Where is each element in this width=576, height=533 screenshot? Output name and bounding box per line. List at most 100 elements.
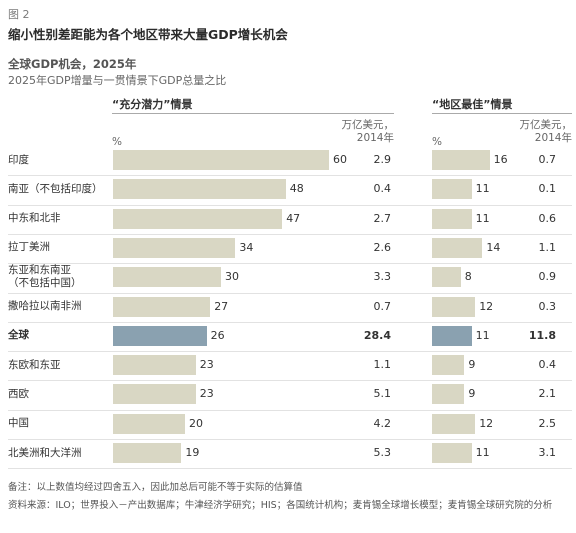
bar xyxy=(113,296,211,317)
trillion-usd-value: 0.1 xyxy=(538,182,557,196)
bar xyxy=(113,443,182,463)
bar-value-label: 27 xyxy=(214,299,229,313)
category-label: 东亚和东南亚 （不包括中国） xyxy=(8,264,82,290)
category-label: 东欧和东亚 xyxy=(8,358,61,371)
row-separator xyxy=(8,292,572,294)
bar xyxy=(432,384,465,405)
trillion-usd-value: 5.3 xyxy=(373,446,392,459)
bar-value-label: 47 xyxy=(286,211,301,225)
left-panel-header: “充分潜力”情景 xyxy=(112,98,193,111)
bar xyxy=(113,237,236,258)
category-label: 中东和北非 xyxy=(8,212,61,225)
bar-value-label: 16 xyxy=(493,153,508,166)
trillion-usd-value: 0.9 xyxy=(538,270,557,284)
bar xyxy=(432,267,461,288)
bar xyxy=(432,296,476,317)
bar-value-label: 12 xyxy=(479,299,494,313)
category-label: 北美洲和大洋洲 xyxy=(8,446,82,459)
bar-value-label: 12 xyxy=(479,416,494,430)
source-note: 资料来源：ILO；世界投入－产出数据库；牛津经济学研究；HIS；各国统计机构；麦… xyxy=(8,500,553,511)
trillion-usd-value: 2.9 xyxy=(373,153,392,166)
row-separator xyxy=(8,321,572,323)
bar xyxy=(432,179,472,200)
category-label: 西欧 xyxy=(8,387,29,400)
bar-value-label: 23 xyxy=(199,358,214,372)
right-panel-unit-value: 万亿美元， 2014年 xyxy=(519,119,573,144)
bar-value-label: 11 xyxy=(475,446,490,459)
row-separator xyxy=(8,351,572,353)
bar-value-label: 8 xyxy=(464,270,472,284)
bar-value-label: 20 xyxy=(189,416,203,430)
bar-value-label: 23 xyxy=(199,387,214,401)
bar xyxy=(113,179,286,200)
trillion-usd-value: 0.7 xyxy=(538,153,557,166)
chart-title: 缩小性别差距能为各个地区带来大量GDP增长机会 xyxy=(8,27,288,42)
bar xyxy=(432,443,472,463)
right-panel-unit-pct: % xyxy=(432,136,442,148)
right-panel-header: “地区最佳”情景 xyxy=(432,98,513,111)
row-separator xyxy=(8,233,572,235)
trillion-usd-value: 0.7 xyxy=(373,299,392,313)
trillion-usd-value: 1.1 xyxy=(538,240,557,254)
trillion-usd-value: 1.1 xyxy=(373,358,392,372)
trillion-usd-value: 2.6 xyxy=(373,240,392,254)
bar-value-label: 9 xyxy=(468,358,476,372)
row-separator xyxy=(8,468,572,470)
trillion-usd-value: 0.4 xyxy=(373,182,392,196)
trillion-usd-value: 0.4 xyxy=(538,358,557,372)
figure-label: 图 2 xyxy=(8,8,30,21)
trillion-usd-value: 2.5 xyxy=(538,416,557,430)
row-separator xyxy=(8,263,572,265)
category-label: 拉丁美洲 xyxy=(8,241,50,254)
bar xyxy=(432,355,465,376)
trillion-usd-value: 3.3 xyxy=(373,270,392,284)
row-separator xyxy=(8,380,572,382)
bar xyxy=(432,150,490,170)
row-separator xyxy=(8,409,572,411)
bar-value-label: 48 xyxy=(289,182,304,196)
bar-value-label: 60 xyxy=(333,153,347,166)
bar xyxy=(113,355,196,376)
bar xyxy=(113,208,283,229)
bar xyxy=(432,325,472,346)
bar-value-label: 11 xyxy=(475,182,490,196)
row-separator xyxy=(8,439,572,440)
trillion-usd-value: 2.1 xyxy=(538,387,557,401)
right-panel-header-rule xyxy=(432,113,572,114)
category-label: 中国 xyxy=(8,417,29,430)
trillion-usd-value: 11.8 xyxy=(528,328,556,342)
trillion-usd-value: 5.1 xyxy=(373,387,392,401)
bar xyxy=(113,150,329,170)
footnote: 备注：以上数值均经过四舍五入，因此加总后可能不等于实际的估算值 xyxy=(8,482,303,493)
bar xyxy=(113,413,185,434)
trillion-usd-value: 0.3 xyxy=(538,299,557,313)
chart-subtitle: 全球GDP机会，2025年 xyxy=(8,57,137,71)
category-label: 全球 xyxy=(8,329,29,342)
bar xyxy=(432,208,472,229)
left-panel-header-rule xyxy=(112,113,394,114)
trillion-usd-value: 4.2 xyxy=(373,416,392,430)
bar-value-label: 11 xyxy=(475,328,490,342)
trillion-usd-value: 0.6 xyxy=(538,211,557,225)
category-label: 印度 xyxy=(8,153,29,166)
trillion-usd-value: 2.7 xyxy=(373,211,392,225)
row-separator xyxy=(8,175,572,177)
row-separator xyxy=(8,204,572,206)
chart-subtitle-secondary: 2025年GDP增量与一贯情景下GDP总量之比 xyxy=(8,74,227,87)
left-panel-unit-pct: % xyxy=(112,136,122,148)
bar xyxy=(432,237,483,258)
category-label: 撒哈拉以南非洲 xyxy=(8,300,82,312)
bar-value-label: 9 xyxy=(468,387,476,401)
trillion-usd-value: 3.1 xyxy=(538,446,557,459)
left-panel-unit-value: 万亿美元， 2014年 xyxy=(341,119,395,144)
bar-value-label: 14 xyxy=(486,240,501,254)
bar xyxy=(113,384,196,405)
bar-value-label: 30 xyxy=(225,270,239,284)
bar xyxy=(432,413,476,434)
bar-value-label: 19 xyxy=(185,446,200,459)
bar-value-label: 11 xyxy=(475,211,490,225)
bar xyxy=(113,325,207,346)
category-label: 南亚（不包括印度） xyxy=(8,182,103,195)
bar-value-label: 26 xyxy=(210,328,225,342)
